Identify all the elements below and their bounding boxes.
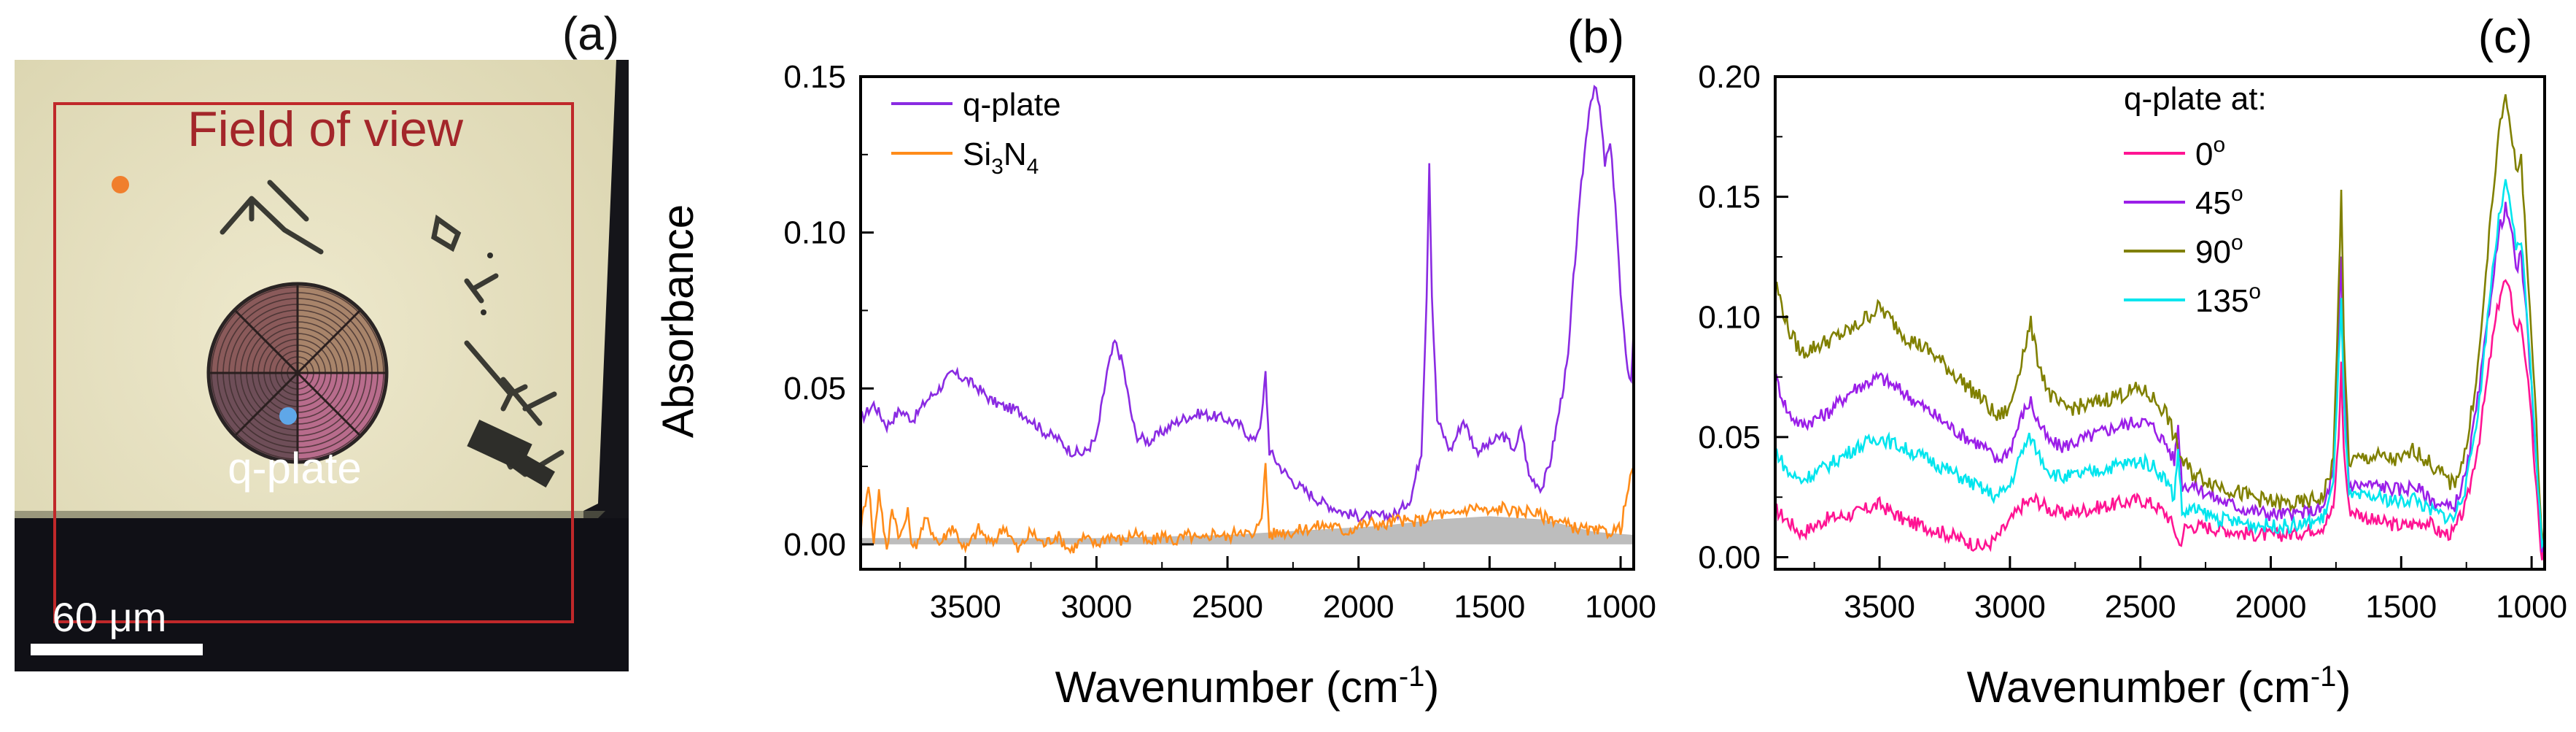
chart-c-panel-label: (c) bbox=[2478, 10, 2533, 63]
fabricated-marks bbox=[220, 180, 565, 477]
legend-label-si3n4: Si3N4 bbox=[963, 136, 1039, 179]
chart-c-series-135-line bbox=[1774, 179, 2546, 550]
chart-c-y-tick-label: 0.20 bbox=[1698, 59, 1761, 95]
chart-c-x-tick-label: 1000 bbox=[2496, 589, 2567, 625]
chart-b-frame bbox=[859, 75, 1635, 571]
chart-c-y-tick-label: 0.15 bbox=[1698, 180, 1761, 215]
chart-b-y-tick-label: 0.00 bbox=[783, 527, 846, 563]
chart-b-legend: q-plate Si3N4 bbox=[891, 87, 1061, 179]
scale-bar-label: 60 μm bbox=[53, 594, 167, 640]
chart-b-y-tick-label: 0.15 bbox=[783, 59, 846, 95]
chart-b-ylabel: Absorbance bbox=[653, 204, 702, 438]
legend-label-45deg: 45o bbox=[2195, 182, 2243, 221]
debris bbox=[467, 253, 555, 488]
chart-b-x-tick-label: 2500 bbox=[1192, 589, 1263, 625]
chart-c-series-90-line bbox=[1774, 94, 2546, 542]
chart-c-x-tick-label: 3000 bbox=[1974, 589, 2046, 625]
chart-b-series-q-plate-line bbox=[859, 85, 1635, 525]
chart-c-x-tick-label: 1500 bbox=[2365, 589, 2437, 625]
chart-c-frame bbox=[1774, 75, 2546, 571]
orange-dot-marker bbox=[112, 176, 129, 193]
scale-bar bbox=[31, 644, 203, 655]
chart-c-x-tick-label: 2500 bbox=[2105, 589, 2176, 625]
legend-label-q-plate: q-plate bbox=[963, 87, 1061, 123]
chart-c-legend: q-plate at: 0o 45o 90o 135o bbox=[2124, 81, 2267, 319]
legend-label-135deg: 135o bbox=[2195, 280, 2261, 319]
chart-b-xlabel: Wavenumber (cm-1) bbox=[1055, 660, 1440, 712]
chart-b-y-tick-label: 0.05 bbox=[783, 371, 846, 407]
q-plate-label: q-plate bbox=[228, 444, 361, 493]
q-plate-disk bbox=[206, 282, 389, 464]
panel-a-label: (a) bbox=[562, 7, 619, 60]
chart-b-y-tick-label: 0.10 bbox=[783, 215, 846, 251]
legend-label-0deg: 0o bbox=[2195, 133, 2225, 172]
chart-b-x-tick-label: 3000 bbox=[1060, 589, 1132, 625]
si3n4-shaded-area bbox=[861, 516, 1634, 544]
legend-title: q-plate at: bbox=[2124, 81, 2267, 117]
blue-dot-marker bbox=[279, 407, 297, 425]
chart-b-x-tick-label: 2000 bbox=[1323, 589, 1394, 625]
chart-c-y-tick-label: 0.00 bbox=[1698, 540, 1761, 576]
chart-b-x-tick-label: 1000 bbox=[1585, 589, 1656, 625]
chart-b-series-si-line bbox=[859, 463, 1635, 555]
field-of-view-box bbox=[53, 102, 574, 623]
chart-c-y-tick-label: 0.05 bbox=[1698, 420, 1761, 455]
chart-b-shaded-area-path bbox=[861, 516, 1634, 544]
microscope-image-panel: Field of view q-plate 60 μm (a) bbox=[15, 7, 629, 671]
field-of-view-label: Field of view bbox=[187, 101, 464, 157]
chart-c-series-0-line bbox=[1774, 279, 2546, 560]
chart-b-panel-label: (b) bbox=[1567, 10, 1624, 63]
chart-b-x-tick-label: 3500 bbox=[930, 589, 1001, 625]
chart-c-x-tick-label: 3500 bbox=[1844, 589, 1915, 625]
legend-label-90deg: 90o bbox=[2195, 231, 2243, 270]
chart-c-y-tick-label: 0.10 bbox=[1698, 299, 1761, 335]
chart-c-series-45-line bbox=[1774, 201, 2546, 553]
chart-c-xlabel: Wavenumber (cm-1) bbox=[1967, 660, 2351, 712]
chart-c-x-tick-label: 2000 bbox=[2235, 589, 2307, 625]
chart-b-x-tick-label: 1500 bbox=[1454, 589, 1525, 625]
